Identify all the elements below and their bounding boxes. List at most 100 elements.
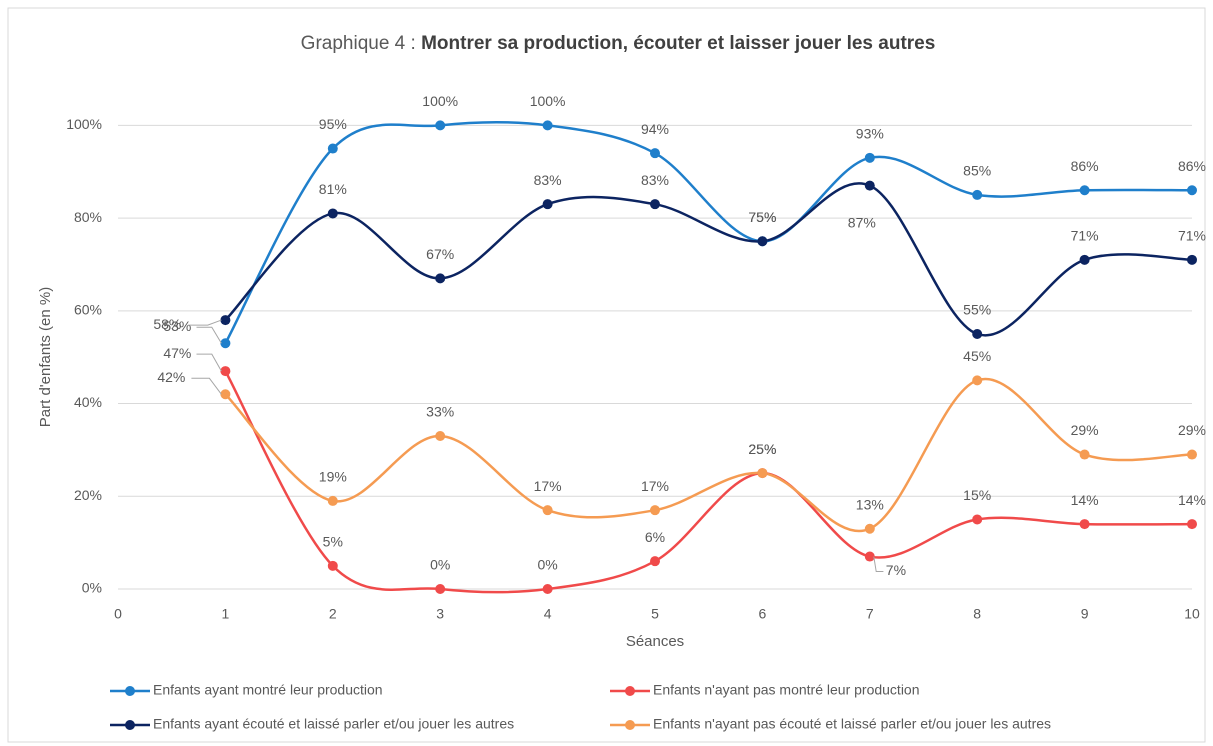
data-label: 58% [153, 316, 181, 332]
data-point [757, 236, 768, 247]
data-label: 94% [641, 121, 669, 137]
x-tick-label: 7 [866, 606, 874, 622]
series-line [224, 120, 1193, 344]
data-label: 29% [1178, 422, 1206, 438]
chart-border [7, 7, 1206, 743]
data-label: 6% [645, 529, 665, 545]
data-point [542, 505, 553, 516]
legend-label: Enfants ayant écouté et laissé parler et… [153, 716, 514, 732]
data-point [1079, 449, 1090, 460]
x-tick-label: 5 [651, 606, 659, 622]
data-point [327, 560, 338, 571]
data-point [972, 329, 983, 339]
leader-line [191, 377, 222, 395]
data-label: 86% [1178, 158, 1206, 174]
data-point [327, 143, 338, 154]
x-tick-label: 2 [329, 606, 337, 622]
data-point [650, 505, 660, 516]
x-tick-label: 10 [1184, 606, 1200, 622]
leader-line [188, 319, 222, 326]
series-line [224, 377, 1193, 533]
x-tick-label: 1 [222, 606, 230, 622]
data-label: 47% [163, 345, 191, 361]
data-point [220, 366, 231, 377]
data-point [1187, 519, 1197, 530]
data-label: 71% [1178, 228, 1206, 244]
data-point [1187, 254, 1197, 265]
data-label: 25% [748, 441, 776, 457]
leader-line [873, 556, 884, 573]
data-point [1079, 254, 1090, 265]
data-point [972, 375, 983, 386]
leader-line [196, 326, 222, 344]
y-axis-label: Part d'enfants (en %) [37, 287, 54, 427]
data-label: 53% [163, 318, 191, 334]
data-point [1187, 185, 1197, 196]
y-tick-label: 40% [74, 394, 102, 410]
data-point [435, 431, 446, 441]
data-point [864, 180, 875, 191]
title-prefix: Graphique 4 : [301, 33, 416, 54]
data-label: 83% [641, 172, 669, 188]
data-label: 81% [319, 181, 347, 197]
data-label: 75% [748, 209, 776, 225]
data-label: 0% [430, 557, 450, 573]
data-label: 19% [319, 469, 347, 485]
x-tick-label: 8 [973, 606, 981, 622]
data-label: 100% [530, 93, 566, 109]
data-label: 25% [748, 441, 776, 457]
x-tick-label: 6 [759, 606, 767, 622]
data-label: 87% [848, 214, 876, 230]
y-tick-label: 60% [74, 302, 102, 318]
x-axis-label: Séances [626, 633, 684, 650]
legend-marker [625, 686, 635, 696]
y-tick-label: 20% [74, 487, 102, 503]
data-point [972, 514, 983, 525]
data-point [650, 148, 660, 159]
data-point [864, 152, 875, 163]
data-label: 29% [1071, 422, 1099, 438]
x-tick-label: 3 [436, 606, 444, 622]
data-label: 33% [426, 404, 454, 420]
data-label: 17% [534, 478, 562, 494]
series-line [224, 370, 1193, 594]
data-label: 5% [323, 534, 343, 550]
data-point [435, 120, 446, 131]
data-point [972, 189, 983, 200]
data-point [435, 584, 446, 594]
legend-marker [125, 686, 135, 696]
data-point [220, 389, 231, 400]
data-label: 93% [856, 126, 884, 142]
legend-marker [625, 720, 635, 730]
x-tick-label: 0 [114, 606, 122, 622]
data-label: 67% [426, 246, 454, 262]
data-label: 85% [963, 163, 991, 179]
data-label: 15% [963, 487, 991, 503]
data-point [1079, 185, 1090, 196]
x-tick-label: 9 [1081, 606, 1089, 622]
data-label: 13% [856, 496, 884, 512]
data-point [220, 315, 231, 326]
data-label: 86% [1071, 158, 1099, 174]
data-label: 14% [1178, 492, 1206, 508]
legend-label: Enfants n'ayant pas montré leur producti… [653, 682, 920, 698]
data-label: 55% [963, 302, 991, 318]
data-point [327, 495, 338, 506]
data-point [1187, 449, 1197, 460]
y-tick-label: 100% [66, 116, 102, 132]
data-point [220, 338, 231, 349]
data-point [327, 208, 338, 219]
data-label: 100% [422, 93, 458, 109]
data-point [864, 523, 875, 534]
data-label: 71% [1071, 228, 1099, 244]
title-emphasis: Montrer sa production, écouter et laisse… [421, 33, 935, 54]
data-point [435, 273, 446, 284]
y-tick-label: 0% [82, 580, 102, 596]
chart-title: Graphique 4 : Montrer sa production, éco… [301, 33, 936, 54]
data-label: 0% [537, 557, 557, 573]
leader-line [196, 353, 222, 372]
series-line [224, 182, 1193, 337]
legend-marker [125, 720, 135, 730]
data-point [757, 468, 768, 479]
